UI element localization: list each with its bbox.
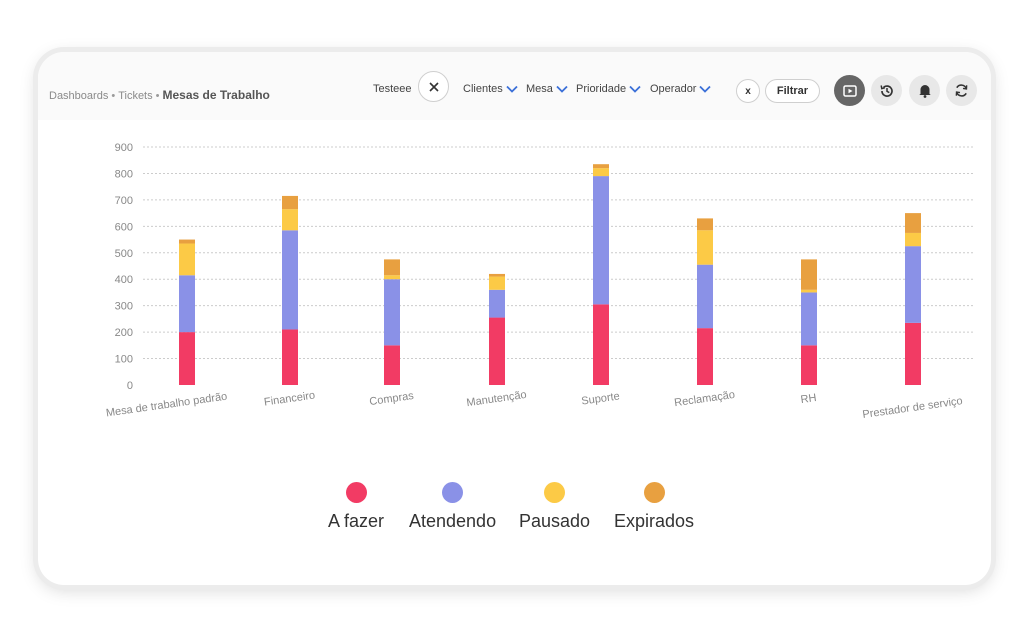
bar-segment — [384, 275, 400, 280]
bar-segment — [801, 289, 817, 293]
y-tick-label: 500 — [115, 248, 133, 260]
bar-segment — [905, 232, 921, 247]
y-tick-label: 400 — [115, 274, 133, 286]
bar-segment — [384, 259, 400, 276]
breadcrumb-dashboards[interactable]: Dashboards — [49, 90, 109, 102]
chevron-down-icon — [506, 85, 518, 93]
breadcrumb: Dashboards • Tickets • Mesas de Trabalho — [49, 88, 270, 102]
bell-icon — [918, 85, 931, 98]
bar-segment — [179, 239, 195, 244]
bar-segment — [179, 243, 195, 276]
bar-segment — [282, 209, 298, 231]
bar-segment — [489, 289, 505, 318]
breadcrumb-tickets[interactable]: Tickets — [118, 90, 153, 102]
top-bar: Dashboards • Tickets • Mesas de Trabalho Tes… — [38, 52, 991, 120]
legend-item-a-fazer: A fazer — [328, 482, 384, 532]
legend-label-atendendo: Atendendo — [409, 511, 497, 531]
history-icon — [879, 84, 893, 97]
bar-segment — [593, 168, 609, 177]
x-tick-label: Financeiro — [263, 390, 316, 409]
y-tick-label: 900 — [115, 142, 133, 154]
bar-segment — [282, 195, 298, 210]
bar-segment — [905, 246, 921, 323]
chevron-down-icon — [556, 85, 568, 93]
clientes-label: Clientes — [463, 83, 503, 95]
y-tick-label: 700 — [115, 195, 133, 207]
x-tick-label: Suporte — [581, 390, 621, 407]
x-tick-label: Mesa de trabalho padrão — [105, 391, 228, 420]
bar-segment — [282, 329, 298, 385]
x-tick-label: RH — [800, 392, 817, 406]
y-tick-label: 100 — [115, 354, 133, 366]
bar-segment — [905, 213, 921, 233]
legend-dot-pausado — [544, 482, 566, 503]
remove-filter-button[interactable] — [418, 71, 449, 102]
bar-segment — [697, 218, 713, 231]
legend-label-pausado: Pausado — [519, 511, 591, 531]
chevron-down-icon — [699, 85, 712, 93]
legend-item-expirados: Expirados — [614, 482, 694, 532]
x-tick-label: Compras — [369, 390, 415, 408]
bar-segment — [282, 230, 298, 330]
bar-segment — [179, 275, 195, 333]
prioridade-dropdown[interactable]: Prioridade — [576, 83, 641, 95]
bar-segment — [179, 332, 195, 385]
bar-segment — [593, 304, 609, 385]
bar-segment — [801, 345, 817, 385]
bar-segment — [697, 264, 713, 329]
y-tick-label: 0 — [127, 380, 133, 392]
presentation-button[interactable] — [834, 75, 865, 106]
legend-label-expirados: Expirados — [614, 511, 695, 531]
bar-segment — [593, 176, 609, 305]
x-tick-label: Reclamação — [673, 389, 735, 409]
y-tick-label: 200 — [115, 327, 133, 339]
bar-segment — [593, 164, 609, 169]
y-tick-label: 300 — [115, 301, 133, 313]
legend-label-a-fazer: A fazer — [328, 511, 385, 531]
operador-label: Operador — [650, 83, 697, 95]
operador-dropdown[interactable]: Operador — [650, 83, 712, 95]
notifications-button[interactable] — [909, 75, 940, 106]
dashboard-card: Dashboards • Tickets • Mesas de Trabalho Tes… — [38, 52, 991, 585]
legend-item-pausado: Pausado — [519, 482, 590, 532]
breadcrumb-separator: • — [155, 90, 160, 102]
stacked-bar-chart: 0 100 200 300 400 500 600 700 800 900 Mesa de trab… — [105, 142, 975, 421]
x-tick-label: Manutenção — [466, 389, 528, 409]
bar-segment — [801, 292, 817, 346]
bar-segment — [384, 279, 400, 346]
bar-segment — [697, 328, 713, 385]
legend-dot-a-fazer — [345, 482, 367, 503]
bar-segment — [905, 322, 921, 385]
play-icon — [842, 84, 857, 97]
history-button[interactable] — [871, 75, 902, 106]
mesa-dropdown[interactable]: Mesa — [526, 83, 568, 95]
bar-segment — [489, 276, 505, 290]
refresh-icon — [955, 84, 968, 97]
mesa-label: Mesa — [526, 83, 553, 95]
y-tick-label: 600 — [115, 221, 133, 233]
breadcrumb-current: Mesas de Trabalho — [162, 88, 270, 102]
bar-segment — [489, 273, 505, 277]
bar-segment — [384, 345, 400, 385]
breadcrumb-separator: • — [111, 90, 116, 102]
legend-dot-expirados — [643, 482, 665, 503]
bar-segment — [489, 317, 505, 385]
close-icon — [428, 81, 439, 92]
chevron-down-icon — [629, 85, 641, 93]
clear-filters-button[interactable]: x — [736, 79, 760, 103]
bar-segment — [801, 259, 817, 290]
bar-segment — [697, 230, 713, 265]
y-tick-label: 800 — [115, 168, 133, 180]
x-tick-label: Prestador de serviço — [862, 395, 964, 421]
legend-dot-atendendo — [442, 482, 464, 503]
prioridade-label: Prioridade — [576, 83, 627, 95]
clientes-dropdown[interactable]: Clientes — [463, 83, 518, 95]
filter-button[interactable]: Filtrar — [765, 79, 820, 103]
refresh-button[interactable] — [946, 75, 977, 106]
legend-item-atendendo: Atendendo — [409, 482, 496, 532]
selected-filter-value: Testeee — [373, 83, 412, 95]
